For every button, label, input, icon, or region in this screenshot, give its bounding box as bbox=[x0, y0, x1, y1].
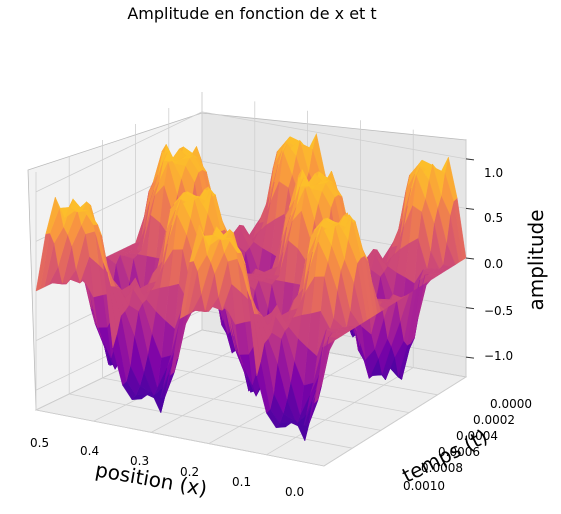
x-tick-label: 0.5 bbox=[30, 436, 49, 450]
z-tick-mark bbox=[465, 257, 475, 260]
z-tick-label: −0.5 bbox=[484, 304, 513, 318]
z-tick-label: 0.0 bbox=[484, 257, 503, 271]
x-tick-label: 0.3 bbox=[130, 454, 149, 468]
surface-plot bbox=[35, 133, 475, 442]
grid-line bbox=[323, 376, 467, 467]
x-tick-label: 0.1 bbox=[232, 475, 251, 489]
t-tick-label: 0.0004 bbox=[456, 429, 498, 443]
z-axis-label: amplitude bbox=[524, 209, 548, 310]
t-tick-label: 0.0010 bbox=[403, 479, 445, 493]
z-tick-mark bbox=[465, 307, 475, 310]
z-tick-label: 0.5 bbox=[484, 211, 503, 225]
z-tick-mark bbox=[465, 158, 475, 161]
t-tick-label: 0.0000 bbox=[490, 397, 532, 411]
surface-facet bbox=[35, 233, 50, 292]
t-tick-label: 0.0008 bbox=[421, 461, 463, 475]
grid-line bbox=[35, 111, 203, 193]
x-tick-label: 0.4 bbox=[80, 444, 99, 458]
x-tick-label: 0.2 bbox=[180, 465, 199, 479]
z-tick-label: 1.0 bbox=[484, 166, 503, 180]
chart-title: Amplitude en fonction de x et t bbox=[127, 4, 376, 23]
grid-line bbox=[266, 367, 414, 456]
x-axis-label: position (x) bbox=[93, 457, 208, 500]
z-axis: 1.0 0.5 0.0 −0.5 −1.0 amplitude bbox=[484, 166, 548, 363]
x-tick-label: 0.0 bbox=[285, 485, 304, 499]
t-tick-label: 0.0006 bbox=[438, 445, 480, 459]
t-axis: 0.0000 0.0002 0.0004 0.0006 0.0008 0.001… bbox=[398, 397, 532, 493]
grid-line bbox=[93, 339, 255, 422]
z-tick-mark bbox=[465, 356, 475, 359]
grid-line bbox=[201, 111, 467, 160]
t-tick-label: 0.0002 bbox=[473, 413, 515, 427]
z-tick-label: −1.0 bbox=[484, 349, 513, 363]
grid-line bbox=[35, 409, 325, 467]
z-tick-mark bbox=[465, 207, 475, 210]
